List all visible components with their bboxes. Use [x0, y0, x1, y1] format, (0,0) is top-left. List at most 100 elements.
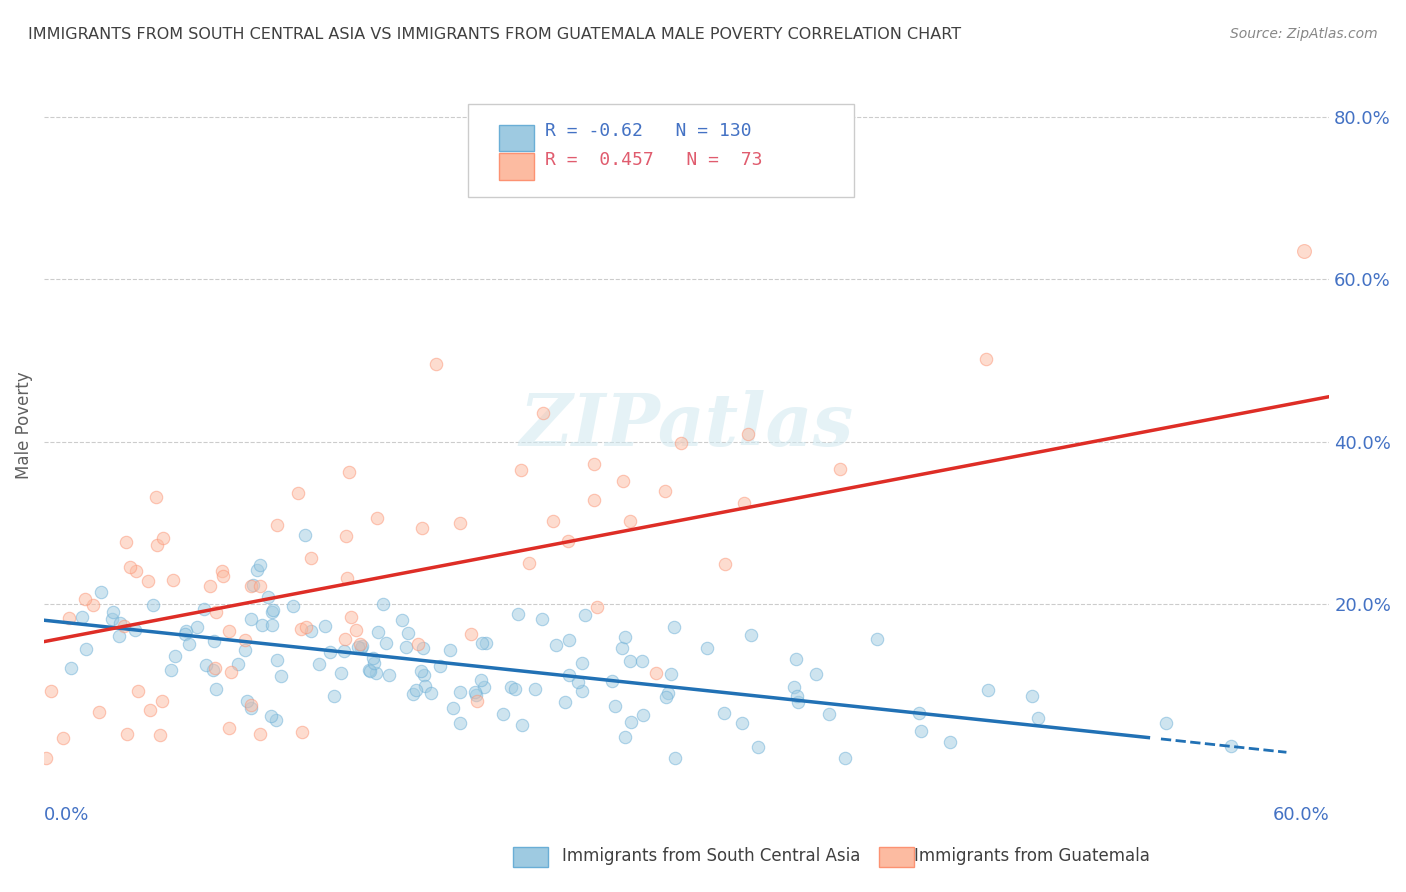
Point: [330, 666, 353, 681]
Point: [361, 651, 384, 665]
Point: [35, 750, 58, 764]
Point: [375, 636, 398, 650]
Point: [449, 716, 471, 731]
Point: [1026, 711, 1049, 725]
Point: [465, 694, 488, 708]
Point: [319, 645, 342, 659]
Point: [205, 605, 228, 619]
Point: [205, 682, 228, 697]
Point: [339, 610, 361, 624]
Point: [657, 686, 679, 700]
Point: [733, 496, 755, 510]
Point: [567, 675, 589, 690]
Point: [612, 474, 634, 488]
Point: [73, 591, 96, 606]
Point: [631, 708, 654, 723]
Point: [242, 578, 264, 592]
Point: [75, 642, 97, 657]
Point: [630, 654, 652, 668]
Point: [344, 623, 367, 637]
Point: [585, 600, 607, 615]
Point: [600, 674, 623, 689]
Point: [294, 528, 316, 542]
Text: Immigrants from South Central Asia: Immigrants from South Central Asia: [562, 847, 860, 865]
Point: [162, 573, 184, 587]
Point: [413, 679, 436, 693]
Point: [783, 681, 806, 695]
FancyBboxPatch shape: [468, 104, 853, 197]
Point: [508, 607, 530, 621]
Point: [544, 638, 567, 652]
Point: [396, 625, 419, 640]
Point: [731, 715, 754, 730]
Point: [359, 664, 381, 678]
Point: [101, 612, 124, 626]
Point: [283, 599, 305, 613]
Point: [211, 565, 233, 579]
Point: [391, 613, 413, 627]
Point: [233, 643, 256, 657]
Point: [517, 556, 540, 570]
Point: [108, 616, 131, 631]
Point: [41, 684, 63, 698]
Text: 0.0%: 0.0%: [44, 806, 90, 824]
Point: [115, 535, 138, 549]
Point: [401, 687, 423, 701]
Point: [408, 637, 430, 651]
Point: [541, 514, 564, 528]
Point: [619, 654, 641, 668]
FancyBboxPatch shape: [499, 125, 534, 152]
Point: [510, 462, 533, 476]
Point: [411, 664, 433, 678]
Point: [523, 681, 546, 696]
Point: [350, 640, 373, 655]
Point: [52, 731, 75, 745]
Point: [429, 658, 451, 673]
Point: [405, 683, 427, 698]
Point: [460, 626, 482, 640]
Point: [610, 640, 633, 655]
Point: [240, 698, 263, 712]
Point: [737, 426, 759, 441]
Point: [834, 750, 856, 764]
Point: [82, 598, 104, 612]
Point: [664, 750, 686, 764]
Point: [786, 689, 808, 703]
Point: [194, 658, 217, 673]
Point: [696, 641, 718, 656]
Point: [828, 462, 851, 476]
Point: [558, 667, 581, 681]
Point: [367, 625, 389, 640]
Point: [492, 706, 515, 721]
Point: [72, 609, 94, 624]
Point: [112, 618, 135, 632]
Point: [571, 684, 593, 698]
Point: [174, 624, 197, 639]
Point: [939, 735, 962, 749]
Point: [202, 663, 225, 677]
Point: [335, 529, 357, 543]
Point: [90, 585, 112, 599]
Point: [252, 617, 274, 632]
Point: [464, 685, 486, 699]
Point: [413, 667, 436, 681]
Point: [138, 574, 160, 589]
Point: [420, 686, 443, 700]
Point: [336, 570, 359, 584]
Point: [125, 564, 148, 578]
Point: [465, 689, 488, 703]
Point: [411, 521, 433, 535]
Point: [531, 406, 554, 420]
Point: [260, 709, 283, 723]
Point: [266, 517, 288, 532]
Text: Immigrants from Guatemala: Immigrants from Guatemala: [914, 847, 1150, 865]
Point: [146, 538, 169, 552]
Point: [202, 633, 225, 648]
Point: [787, 695, 810, 709]
Point: [614, 731, 637, 745]
Point: [218, 624, 240, 638]
Point: [471, 635, 494, 649]
Point: [314, 619, 336, 633]
Point: [228, 657, 250, 671]
Point: [249, 579, 271, 593]
